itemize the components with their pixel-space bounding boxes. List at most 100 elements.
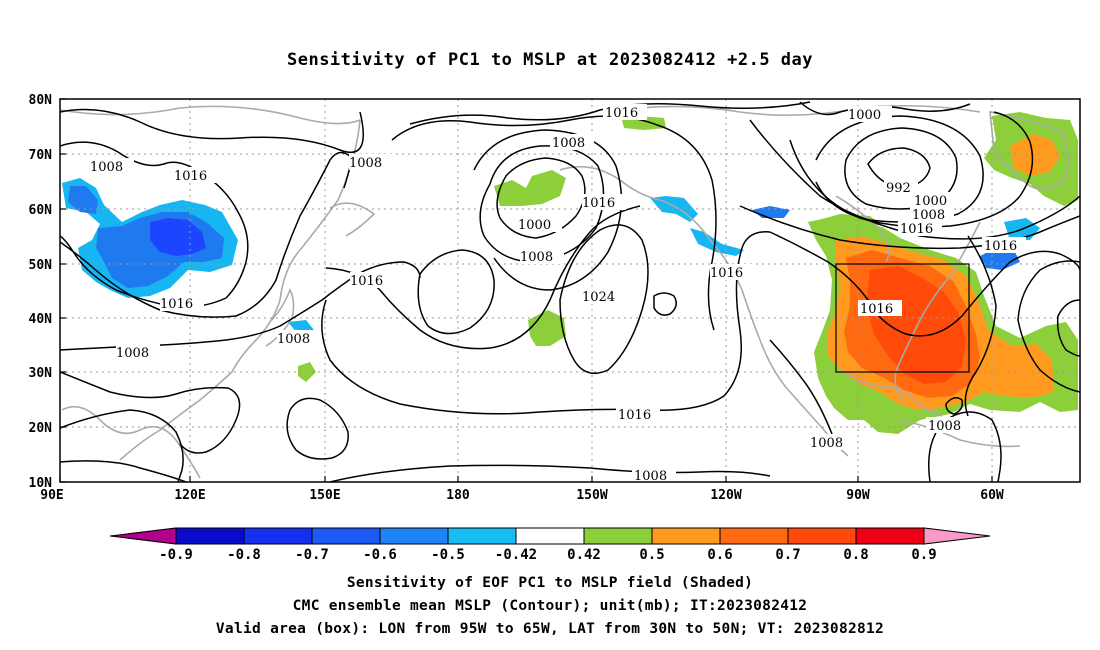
map-frame [59, 98, 1081, 483]
coast-canada-north [619, 104, 981, 116]
contour-line [417, 249, 495, 335]
colorbar-label: 0.6 [707, 547, 732, 563]
contour-label: 1016 [174, 169, 207, 184]
contour-label: 1008 [277, 332, 310, 347]
contour-line [391, 115, 717, 331]
contour-label: 1016 [984, 239, 1017, 254]
colorbar-label: -0.6 [363, 547, 397, 563]
colorbar-segment [447, 527, 517, 545]
coast-asia-north [60, 105, 361, 125]
contour-label: 1008 [349, 156, 382, 171]
contour-label: 1008 [634, 469, 667, 484]
positive-red-na [866, 266, 966, 384]
lat-tick-labels: 80N 70N 60N 50N 40N 30N 20N 10N [29, 93, 53, 491]
colorbar-label: 0.42 [567, 547, 601, 563]
contour-line [559, 224, 649, 375]
colorbar-segment [719, 527, 789, 545]
lat-tick-label: 50N [29, 258, 53, 273]
caption-line-1: Sensitivity of EOF PC1 to MSLP field (Sh… [346, 575, 754, 591]
contour-line [844, 127, 958, 210]
lon-tick-label: 60W [980, 488, 1004, 503]
contour-line [1017, 260, 1080, 393]
positive-patch-pacific [528, 310, 566, 346]
lat-tick-label: 20N [29, 421, 53, 436]
lon-tick-label: 150W [576, 488, 607, 503]
contour-label: 1000 [914, 194, 947, 209]
lon-tick-label: 120E [174, 488, 205, 503]
colorbar-label: -0.42 [495, 547, 537, 563]
colorbar: -0.9 -0.8 -0.7 -0.6 -0.5 -0.42 0.42 0.5 0.6 0.7 0.… [109, 527, 991, 563]
colorbar-segment [243, 527, 313, 545]
contour-label: 1008 [552, 136, 585, 151]
contour-line [479, 145, 605, 263]
shaded-sensitivity [62, 112, 1078, 434]
colorbar-segment [651, 527, 721, 545]
coast-asia-east [119, 119, 361, 461]
colorbar-label: 0.7 [775, 547, 800, 563]
contour-line [653, 292, 677, 316]
contour-line [739, 205, 1080, 250]
lon-tick-label: 90W [846, 488, 870, 503]
contour-line [496, 157, 586, 239]
contour-label: 1016 [618, 408, 651, 423]
colorbar-segment [175, 527, 245, 545]
contour-line [325, 205, 641, 350]
contour-label: 1024 [582, 290, 615, 305]
colorbar-segment [515, 527, 585, 545]
colorbar-label: -0.8 [227, 547, 261, 563]
contour-label: 1008 [912, 208, 945, 223]
contour-label: 1016 [900, 222, 933, 237]
axis-ticks [59, 98, 993, 483]
lat-tick-label: 60N [29, 203, 53, 218]
contour-line [927, 411, 1002, 482]
lat-tick-label: 30N [29, 366, 53, 381]
contour-line [60, 141, 249, 308]
valid-area-box [835, 263, 970, 373]
lon-tick-labels: 90E 120E 150E 180 150W 120W 90W 60W [40, 488, 1004, 503]
contour-line [964, 235, 997, 417]
page-title: Sensitivity of PC1 to MSLP at 2023082412… [286, 50, 813, 70]
negative-patch-bc [690, 228, 744, 256]
positive-orange-greenland [1010, 134, 1060, 176]
colorbar-segment [311, 527, 381, 545]
contour-line [60, 409, 184, 482]
colorbar-segment [855, 527, 925, 545]
contour-line [769, 339, 833, 435]
contour-line [1056, 299, 1080, 357]
colorbar-label: -0.5 [431, 547, 465, 563]
lat-tick-label: 70N [29, 148, 53, 163]
colorbar-segment [583, 527, 653, 545]
coast-indochina [61, 405, 201, 479]
contour-label: 1000 [848, 108, 881, 123]
coast-gulf [841, 369, 943, 417]
negative-spot-asia [68, 186, 98, 214]
colorbar-segment [923, 527, 991, 545]
coast-na-east [894, 221, 981, 403]
colorbar-segment [787, 527, 857, 545]
coast-hudson [835, 195, 890, 263]
contour-line [60, 460, 187, 482]
colorbar-label: -0.9 [159, 547, 193, 563]
contour-labels: 1008 1016 1008 1016 1008 1008 1000 1008 … [90, 104, 1026, 484]
lon-tick-label: 180 [446, 488, 470, 503]
colorbar-segment [379, 527, 449, 545]
contour-line [286, 397, 349, 460]
coast-caribbean [899, 419, 1021, 448]
contour-label: 1008 [90, 160, 123, 175]
colorbar-label: -0.7 [295, 547, 329, 563]
contour-label: 1008 [116, 346, 149, 361]
caption-line-2: CMC ensemble mean MSLP (Contour); unit(m… [292, 598, 808, 614]
grid [60, 99, 1080, 482]
lon-tick-label: 90E [40, 488, 63, 503]
positive-patch-chukchi [494, 170, 566, 206]
mslp-contours [60, 101, 1080, 482]
contour-line [769, 231, 1080, 337]
contour-label: 1016 [710, 266, 743, 281]
contour-label: 1008 [928, 419, 961, 434]
contour-label: 1016 [860, 302, 893, 317]
coast-greenland [989, 111, 1069, 191]
contour-label: 1008 [520, 250, 553, 265]
contour-line [945, 397, 964, 415]
contour-label: 1008 [810, 436, 843, 451]
lon-tick-label: 150E [309, 488, 340, 503]
